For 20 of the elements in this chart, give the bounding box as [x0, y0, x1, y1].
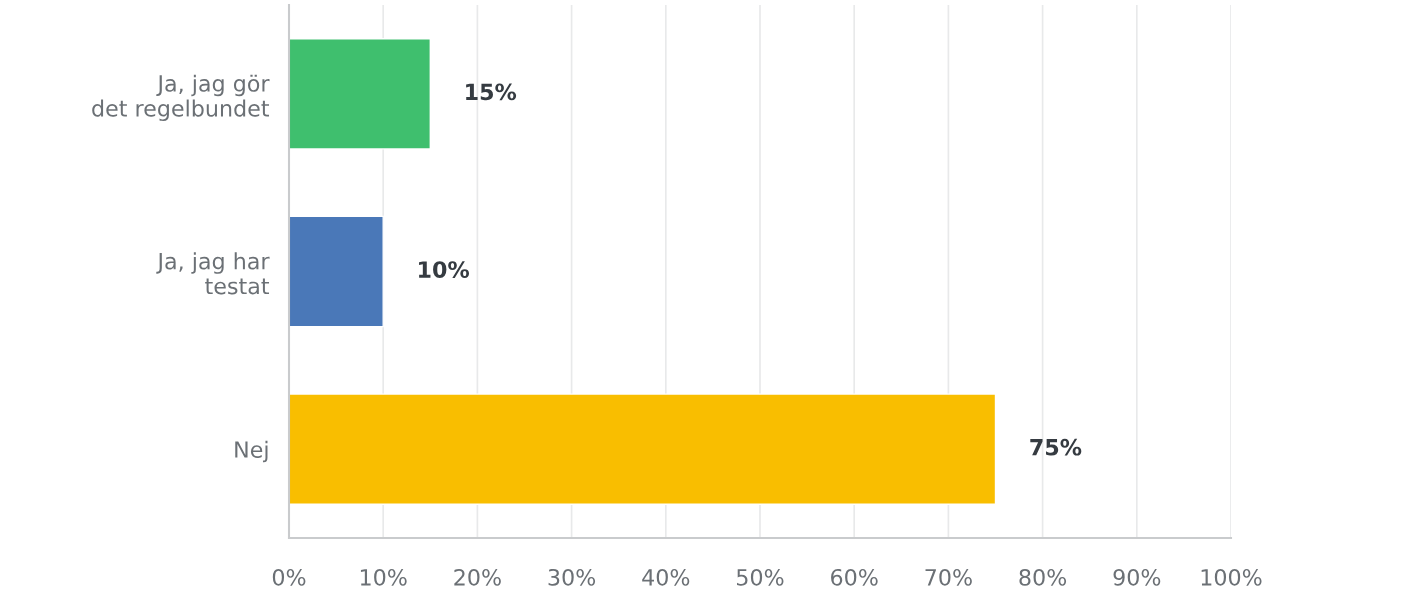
x-tick-label: 50% — [737, 568, 784, 586]
y-tick-label: Nej — [235, 440, 268, 463]
x-tick-label: 10% — [360, 568, 407, 586]
x-tick-label: 0% — [272, 568, 306, 586]
x-tick-label: 80% — [1019, 568, 1067, 586]
bar — [289, 38, 431, 150]
y-tick-label: Ja, jag har testat — [156, 252, 270, 295]
bar — [289, 393, 997, 505]
x-tick-label: 20% — [454, 568, 501, 586]
y-tick-label: Ja, jag gör det regelbundet — [92, 74, 270, 122]
data-label: 10% — [419, 261, 470, 278]
data-label: 75% — [1030, 438, 1082, 456]
x-tick-label: 30% — [548, 568, 596, 586]
data-label: 15% — [466, 83, 517, 101]
x-tick-label: 100% — [1201, 568, 1262, 586]
bar — [289, 215, 384, 328]
x-tick-label: 40% — [642, 568, 690, 586]
x-tick-label: 90% — [1113, 568, 1161, 586]
x-tick-label: 60% — [831, 568, 878, 586]
x-tick-label: 70% — [925, 568, 972, 586]
